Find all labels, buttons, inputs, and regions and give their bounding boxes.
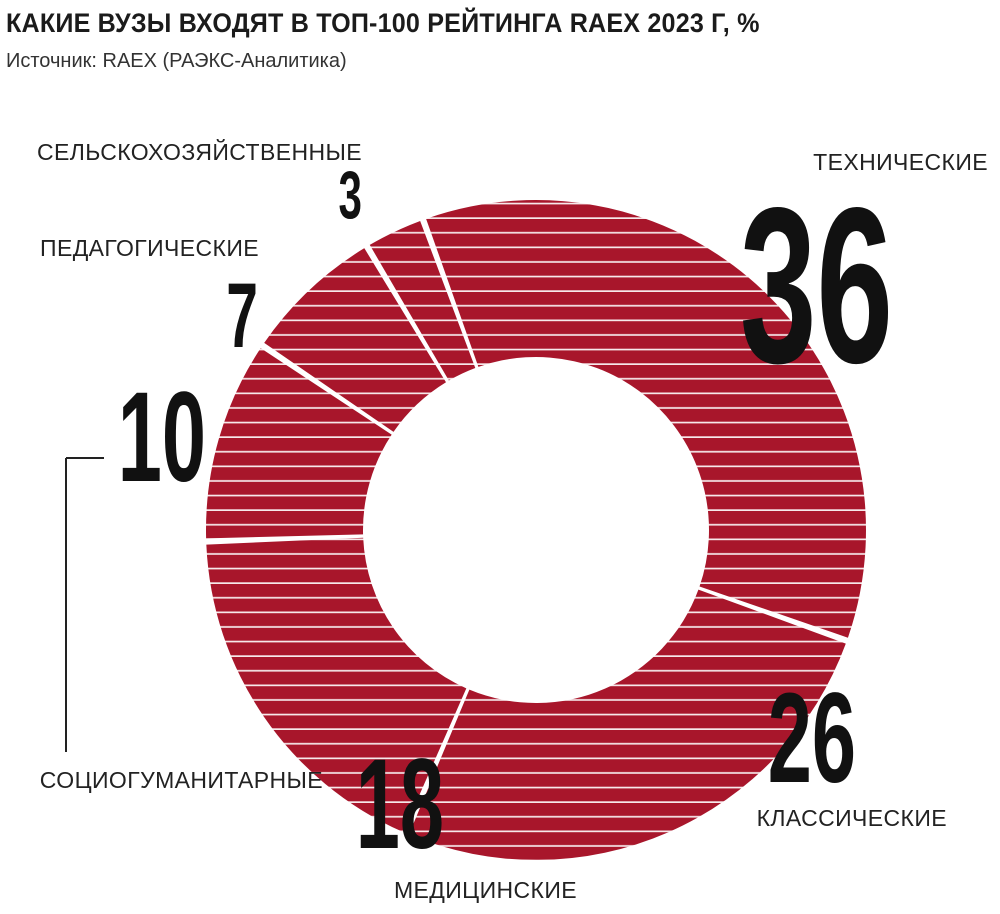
slice-социогуманитарные [205, 348, 392, 539]
value-label: 7 [226, 265, 258, 367]
value-label: 10 [118, 366, 206, 509]
slice-сельскохозяйственные [369, 220, 476, 381]
category-label: ПЕДАГОГИЧЕСКИЕ [40, 235, 259, 261]
value-label: 3 [339, 157, 362, 233]
category-label: СОЦИОГУМАНИТАРНЫЕ [40, 767, 323, 793]
category-label: ТЕХНИЧЕСКИЕ [813, 149, 988, 175]
slice-классические [408, 589, 846, 860]
value-label: 18 [356, 733, 444, 876]
category-label: СЕЛЬСКОХОЗЯЙСТВЕННЫЕ [37, 138, 362, 165]
value-label: 36 [740, 162, 893, 410]
donut-slices [205, 200, 866, 860]
slice-медицинские [206, 537, 467, 833]
chart-source: Источник: RAEX (РАЭКС-Аналитика) [6, 50, 347, 72]
value-label: 26 [768, 667, 856, 810]
category-label: МЕДИЦИНСКИЕ [394, 877, 577, 903]
slice-технические [426, 200, 866, 638]
slice-педагогические [264, 248, 446, 432]
category-label: КЛАССИЧЕСКИЕ [757, 805, 947, 831]
chart-title: КАКИЕ ВУЗЫ ВХОДЯТ В ТОП-100 РЕЙТИНГА RAE… [6, 8, 760, 38]
